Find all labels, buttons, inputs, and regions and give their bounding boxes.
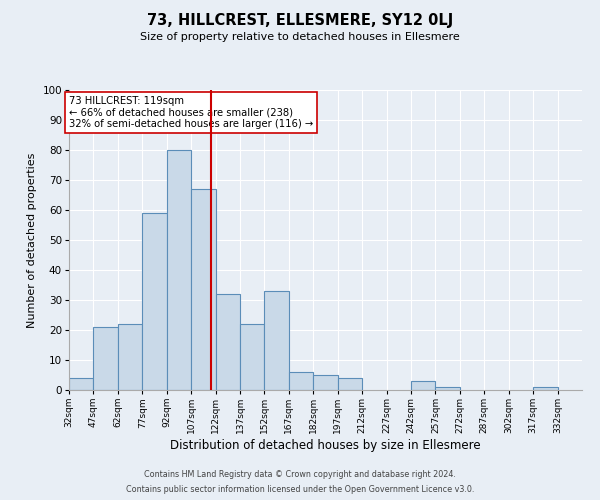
Bar	[142, 213, 167, 390]
X-axis label: Distribution of detached houses by size in Ellesmere: Distribution of detached houses by size …	[170, 439, 481, 452]
Text: 73 HILLCREST: 119sqm
← 66% of detached houses are smaller (238)
32% of semi-deta: 73 HILLCREST: 119sqm ← 66% of detached h…	[69, 96, 313, 129]
Bar	[289, 372, 313, 390]
Bar	[313, 375, 338, 390]
Bar	[191, 189, 215, 390]
Bar	[533, 387, 557, 390]
Text: Contains public sector information licensed under the Open Government Licence v3: Contains public sector information licen…	[126, 485, 474, 494]
Bar	[69, 378, 94, 390]
Bar	[215, 294, 240, 390]
Bar	[167, 150, 191, 390]
Bar	[118, 324, 142, 390]
Text: 73, HILLCREST, ELLESMERE, SY12 0LJ: 73, HILLCREST, ELLESMERE, SY12 0LJ	[147, 12, 453, 28]
Text: Contains HM Land Registry data © Crown copyright and database right 2024.: Contains HM Land Registry data © Crown c…	[144, 470, 456, 479]
Bar	[240, 324, 265, 390]
Text: Size of property relative to detached houses in Ellesmere: Size of property relative to detached ho…	[140, 32, 460, 42]
Bar	[94, 327, 118, 390]
Bar	[338, 378, 362, 390]
Bar	[411, 381, 436, 390]
Bar	[265, 291, 289, 390]
Bar	[436, 387, 460, 390]
Y-axis label: Number of detached properties: Number of detached properties	[27, 152, 37, 328]
